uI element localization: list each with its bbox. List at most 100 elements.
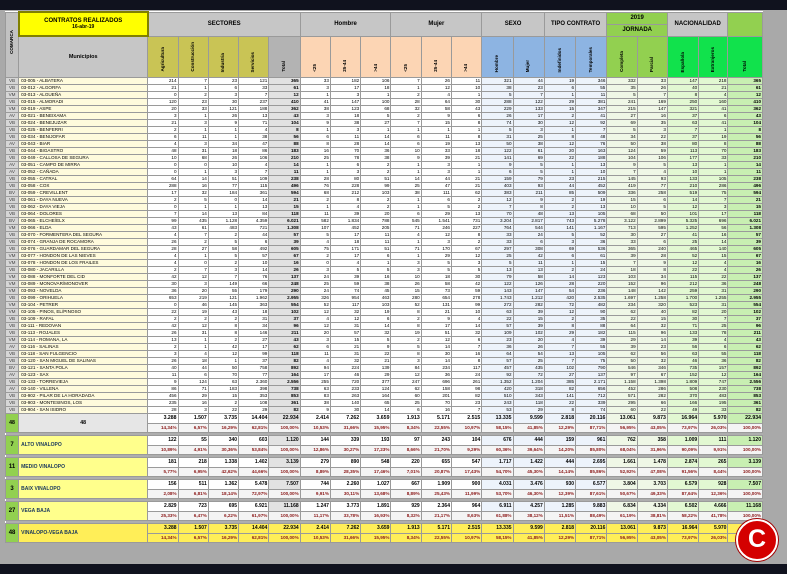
summary-pct-mujer-25-44[interactable]: 22,55%: [420, 533, 452, 543]
value-cell-espanola[interactable]: 7: [666, 126, 700, 134]
value-cell-mujer-gt44[interactable]: 99: [450, 301, 483, 309]
value-cell-hombre-lt25[interactable]: 0: [299, 259, 331, 267]
value-cell-espanola[interactable]: 8: [666, 91, 700, 99]
value-cell-completa[interactable]: 124: [606, 147, 638, 155]
value-cell-hombre-25-44[interactable]: 8: [329, 196, 362, 204]
value-cell-parcial[interactable]: 1.258: [636, 294, 668, 302]
value-cell-industria[interactable]: 58: [207, 245, 240, 253]
summary-pct-hombre-25-44[interactable]: 33,78%: [329, 511, 362, 521]
value-cell-mujer-25-44[interactable]: 9: [420, 112, 452, 120]
value-cell-temporales[interactable]: 482: [575, 301, 608, 309]
summary-industria[interactable]: 695: [207, 501, 240, 512]
municipality-name-cell[interactable]: 03-034 - BENIJOFAR: [18, 133, 149, 141]
value-cell-industria[interactable]: 3: [207, 91, 240, 99]
comarca-code-cell[interactable]: VM: [4, 301, 20, 309]
comarca-code-cell[interactable]: VB: [4, 154, 20, 162]
value-cell-total-sectores[interactable]: 605: [268, 245, 301, 253]
municipality-name-cell[interactable]: 03-116 - SALINAS: [18, 343, 149, 351]
value-cell-completa[interactable]: 103: [606, 273, 638, 281]
value-cell-mujer[interactable]: 23: [512, 84, 545, 92]
comarca-code-cell[interactable]: VB: [4, 329, 20, 337]
value-cell-mujer-gt44[interactable]: 8: [450, 231, 483, 239]
value-cell-industria[interactable]: 15: [207, 392, 240, 400]
value-cell-espanola[interactable]: 52: [666, 252, 700, 260]
value-cell-parcial[interactable]: 4: [636, 168, 668, 176]
comarca-code-cell[interactable]: VB: [4, 98, 20, 106]
value-cell-mujer-lt25[interactable]: 7: [390, 77, 422, 85]
value-cell-mujer-25-44[interactable]: 3: [420, 161, 452, 169]
value-cell-mujer-25-44[interactable]: 170: [420, 245, 452, 253]
value-cell-agricultura[interactable]: 2: [147, 315, 179, 323]
value-cell-indefinidos[interactable]: 12: [543, 140, 577, 148]
value-cell-agricultura[interactable]: 21: [147, 84, 179, 92]
value-cell-industria[interactable]: 1: [207, 126, 240, 134]
comarca-column-header[interactable]: COMARCA: [4, 11, 20, 78]
value-cell-mujer[interactable]: 39: [512, 308, 545, 316]
value-cell-mujer-25-44[interactable]: 234: [420, 364, 452, 372]
comarca-code-cell[interactable]: VB: [4, 147, 20, 155]
value-cell-hombre-lt25[interactable]: 1: [299, 168, 331, 176]
municipality-name-cell[interactable]: 03-024 - BENEJUZAR: [18, 119, 149, 127]
comarca-code-cell[interactable]: AV: [4, 343, 20, 351]
value-cell-espanola[interactable]: 370: [666, 392, 700, 400]
value-cell-mujer-gt44[interactable]: 98: [450, 385, 483, 393]
summary-pct-mujer-lt25[interactable]: 7,01%: [390, 467, 422, 477]
value-cell-mujer[interactable]: 39: [512, 322, 545, 330]
value-cell-construccion[interactable]: 31: [177, 329, 209, 337]
value-cell-mujer-gt44[interactable]: 1: [450, 161, 483, 169]
value-cell-mujer-lt25[interactable]: 38: [390, 189, 422, 197]
municipality-name-cell[interactable]: 03-044 - BIGASTRO: [18, 147, 149, 155]
comarca-code-cell[interactable]: AV: [4, 140, 20, 148]
value-cell-hombre-lt25[interactable]: 83: [299, 392, 331, 400]
value-cell-temporales[interactable]: 19: [575, 196, 608, 204]
value-cell-servicios[interactable]: 115: [238, 182, 270, 190]
value-cell-extranjeros[interactable]: 160: [698, 98, 729, 106]
value-cell-total-sectores[interactable]: 1.308: [268, 224, 301, 232]
value-cell-temporales[interactable]: 13: [575, 161, 608, 169]
value-cell-completa[interactable]: 148: [606, 287, 638, 295]
value-cell-hombre-lt25[interactable]: 1: [299, 91, 331, 99]
value-cell-completa[interactable]: 50: [606, 140, 638, 148]
value-cell-mujer[interactable]: 122: [512, 98, 545, 106]
value-cell-hombre[interactable]: 74: [481, 119, 514, 127]
summary-espanola[interactable]: 6.502: [666, 501, 700, 512]
value-cell-indefinidos[interactable]: 23: [543, 175, 577, 183]
value-cell-parcial[interactable]: 2.899: [636, 217, 668, 225]
value-cell-servicios[interactable]: 109: [238, 175, 270, 183]
summary-pct-completa[interactable]: 68,04%: [606, 445, 638, 455]
value-cell-parcial[interactable]: 22: [636, 406, 668, 414]
value-cell-construccion[interactable]: 31: [177, 147, 209, 155]
summary-pct-servicios[interactable]: 62,81%: [238, 533, 270, 543]
value-cell-servicios[interactable]: 14: [238, 196, 270, 204]
value-cell-mujer-lt25[interactable]: 280: [390, 294, 422, 302]
value-cell-completa[interactable]: 215: [606, 105, 638, 113]
value-cell-total-sectores[interactable]: 43: [268, 112, 301, 120]
total-total[interactable]: 22.934: [727, 413, 763, 424]
value-cell-mujer-gt44[interactable]: 16: [450, 350, 483, 358]
value-cell-temporales[interactable]: 163: [575, 147, 608, 155]
value-cell-total-sectores[interactable]: 183: [268, 147, 301, 155]
municipality-name-cell[interactable]: 03-080 - JACARILLA: [18, 266, 149, 274]
value-cell-total[interactable]: 290: [727, 287, 763, 295]
value-cell-espanola[interactable]: 25: [666, 238, 700, 246]
value-cell-total-sectores[interactable]: 361: [268, 399, 301, 407]
total-pct-hombre[interactable]: 58,15%: [481, 423, 514, 433]
municipality-name-cell[interactable]: 03-104 - PETRER: [18, 301, 149, 309]
value-cell-hombre-lt25[interactable]: 4: [299, 238, 331, 246]
value-cell-total[interactable]: 37: [727, 315, 763, 323]
value-cell-mujer[interactable]: 5: [512, 168, 545, 176]
value-cell-hombre-25-44[interactable]: 17: [329, 231, 362, 239]
summary-servicios[interactable]: 14.404: [238, 523, 270, 534]
municipality-name-cell[interactable]: 03-052 - CAÑADA: [18, 168, 149, 176]
summary-pct-completa[interactable]: 50,67%: [606, 489, 638, 499]
value-cell-espanola[interactable]: 259: [666, 287, 700, 295]
summary-pct-agricultura[interactable]: 14,34%: [147, 533, 179, 543]
value-cell-construccion[interactable]: 16: [177, 182, 209, 190]
value-cell-mujer-lt25[interactable]: 6: [390, 140, 422, 148]
value-cell-temporales[interactable]: 2.171: [575, 378, 608, 386]
value-cell-mujer-lt25[interactable]: 1: [390, 84, 422, 92]
summary-mujer[interactable]: 4.257: [512, 501, 545, 512]
value-cell-mujer[interactable]: 435: [512, 364, 545, 372]
comarca-code-cell[interactable]: BV: [4, 189, 20, 197]
summary-industria[interactable]: 340: [207, 435, 240, 446]
